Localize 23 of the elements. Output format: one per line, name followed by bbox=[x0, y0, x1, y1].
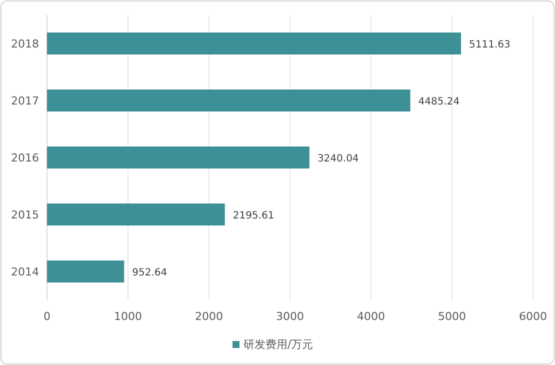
bar bbox=[47, 90, 410, 112]
y-tick-label: 2014 bbox=[11, 266, 39, 278]
y-tick-label: 2015 bbox=[11, 208, 39, 222]
x-tick-label: 2000 bbox=[195, 310, 223, 323]
y-tick-label: 2018 bbox=[11, 38, 39, 50]
bar bbox=[47, 204, 225, 226]
x-tick-label: 6000 bbox=[519, 310, 547, 323]
y-tick-label: 2016 bbox=[11, 152, 39, 164]
data-label: 3240.04 bbox=[317, 154, 359, 164]
x-tick-label: 1000 bbox=[114, 310, 142, 323]
x-tick-label: 5000 bbox=[438, 310, 466, 323]
bar bbox=[47, 260, 124, 282]
data-label: 4485.24 bbox=[418, 96, 460, 108]
data-label: 2195.61 bbox=[232, 210, 274, 222]
y-tick-label: 2017 bbox=[11, 94, 39, 108]
x-tick-label: 0 bbox=[44, 310, 50, 323]
x-tick-label: 3000 bbox=[276, 310, 304, 323]
data-label: 952.64 bbox=[132, 268, 168, 278]
x-tick-label: 4000 bbox=[357, 310, 385, 323]
data-label: 5111.63 bbox=[469, 40, 510, 50]
legend-label: 研发费用/万元 bbox=[244, 338, 314, 351]
bar bbox=[47, 146, 310, 168]
bar bbox=[47, 32, 462, 54]
